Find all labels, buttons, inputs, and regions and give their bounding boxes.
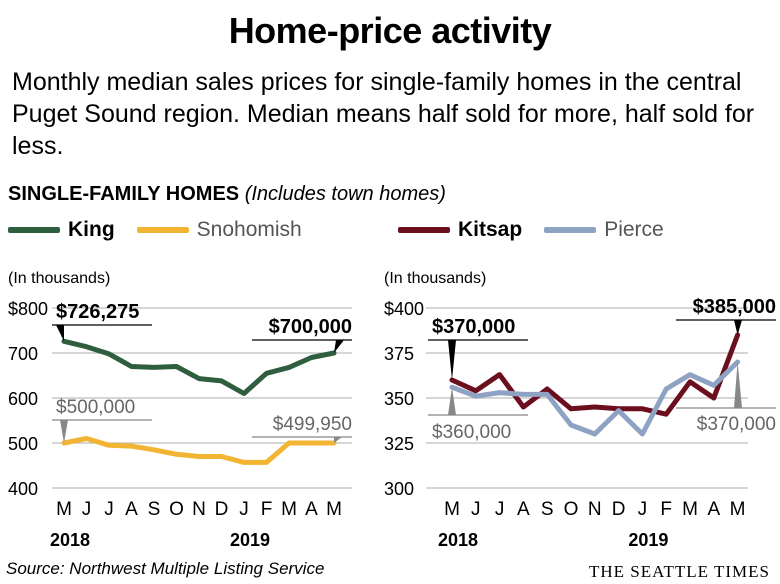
x-tick-label: J <box>82 499 92 520</box>
x-tick-label: F <box>261 499 273 520</box>
x-tick-label: D <box>612 499 626 520</box>
value-annotation: $500,000 <box>56 397 135 418</box>
section-label-italic: (Includes town homes) <box>244 183 446 205</box>
y-tick-label: 400 <box>8 479 38 499</box>
y-tick-label: $400 <box>384 299 424 319</box>
x-tick-label: S <box>148 499 161 520</box>
year-label: 2018 <box>438 530 478 550</box>
y-tick-label: 500 <box>8 434 38 454</box>
x-tick-label: J <box>495 499 505 520</box>
y-tick-label: $800 <box>8 299 48 319</box>
legend-right: Kitsap Pierce <box>398 218 686 242</box>
x-tick-label: S <box>541 499 554 520</box>
y-tick-label: 375 <box>384 344 414 364</box>
x-tick-label: J <box>239 499 249 520</box>
value-annotation: $370,000 <box>697 414 776 435</box>
value-annotation: $370,000 <box>432 316 515 338</box>
year-label: 2019 <box>628 530 668 550</box>
x-tick-label: N <box>588 499 602 520</box>
x-tick-label: A <box>305 499 318 520</box>
legend-swatch-pierce <box>544 227 597 233</box>
y-tick-label: 700 <box>8 344 38 364</box>
x-tick-label: O <box>169 499 184 520</box>
x-tick-label: A <box>125 499 138 520</box>
x-tick-label: M <box>730 499 746 520</box>
x-tick-label: F <box>660 499 672 520</box>
legend-swatch-king <box>8 227 60 233</box>
y-tick-label: 325 <box>384 434 414 454</box>
unit-label: (In thousands) <box>8 270 110 287</box>
annotation-pointer <box>448 340 456 380</box>
x-tick-label: N <box>192 499 206 520</box>
chart-title: Home-price activity <box>228 10 552 51</box>
x-tick-label: M <box>682 499 698 520</box>
x-tick-label: O <box>564 499 579 520</box>
annotation-pointer <box>334 340 344 353</box>
value-annotation: $726,275 <box>56 301 139 323</box>
value-annotation: $385,000 <box>693 296 776 318</box>
annotation-pointer <box>60 420 68 443</box>
annotation-pointer <box>734 362 742 408</box>
y-tick-label: 600 <box>8 389 38 409</box>
y-tick-label: 350 <box>384 389 414 409</box>
series-line-snohomish <box>61 436 337 465</box>
unit-label: (In thousands) <box>384 270 486 287</box>
chart-subtitle: Monthly median sales prices for single-f… <box>12 68 755 160</box>
legend-label-pierce: Pierce <box>604 218 664 241</box>
x-tick-label: J <box>471 499 481 520</box>
x-tick-label: D <box>215 499 229 520</box>
section-label: SINGLE-FAMILY HOMES (Includes town homes… <box>8 183 446 206</box>
value-annotation: $360,000 <box>432 422 511 443</box>
x-tick-label: M <box>444 499 460 520</box>
section-label-bold: SINGLE-FAMILY HOMES <box>8 183 240 205</box>
source-note: Source: Northwest Multiple Listing Servi… <box>6 559 325 578</box>
legend-label-kitsap: Kitsap <box>458 218 523 241</box>
legend-swatch-kitsap <box>398 227 450 233</box>
year-label: 2019 <box>230 530 270 550</box>
x-tick-label: J <box>104 499 114 520</box>
x-tick-label: M <box>326 499 342 520</box>
year-label: 2018 <box>50 530 90 550</box>
legend-swatch-snohomish <box>136 227 189 233</box>
x-tick-label: M <box>281 499 297 520</box>
publisher-credit: THE SEATTLE TIMES <box>588 562 770 581</box>
x-tick-label: A <box>517 499 530 520</box>
x-tick-label: M <box>56 499 72 520</box>
y-tick-label: 300 <box>384 479 414 499</box>
annotation-pointer <box>56 325 64 342</box>
x-tick-label: A <box>707 499 720 520</box>
x-tick-label: J <box>638 499 648 520</box>
series-line-pierce <box>449 359 741 437</box>
annotation-pointer <box>334 437 342 443</box>
series-line-king <box>61 338 337 396</box>
annotation-pointer <box>448 387 456 415</box>
value-annotation: $700,000 <box>269 316 352 338</box>
value-annotation: $499,950 <box>273 414 352 435</box>
legend-label-snohomish: Snohomish <box>196 218 302 241</box>
legend-label-king: King <box>68 218 115 241</box>
series-line-kitsap <box>449 332 741 417</box>
annotation-pointer <box>734 320 742 335</box>
legend-left: King Snohomish <box>8 218 324 242</box>
